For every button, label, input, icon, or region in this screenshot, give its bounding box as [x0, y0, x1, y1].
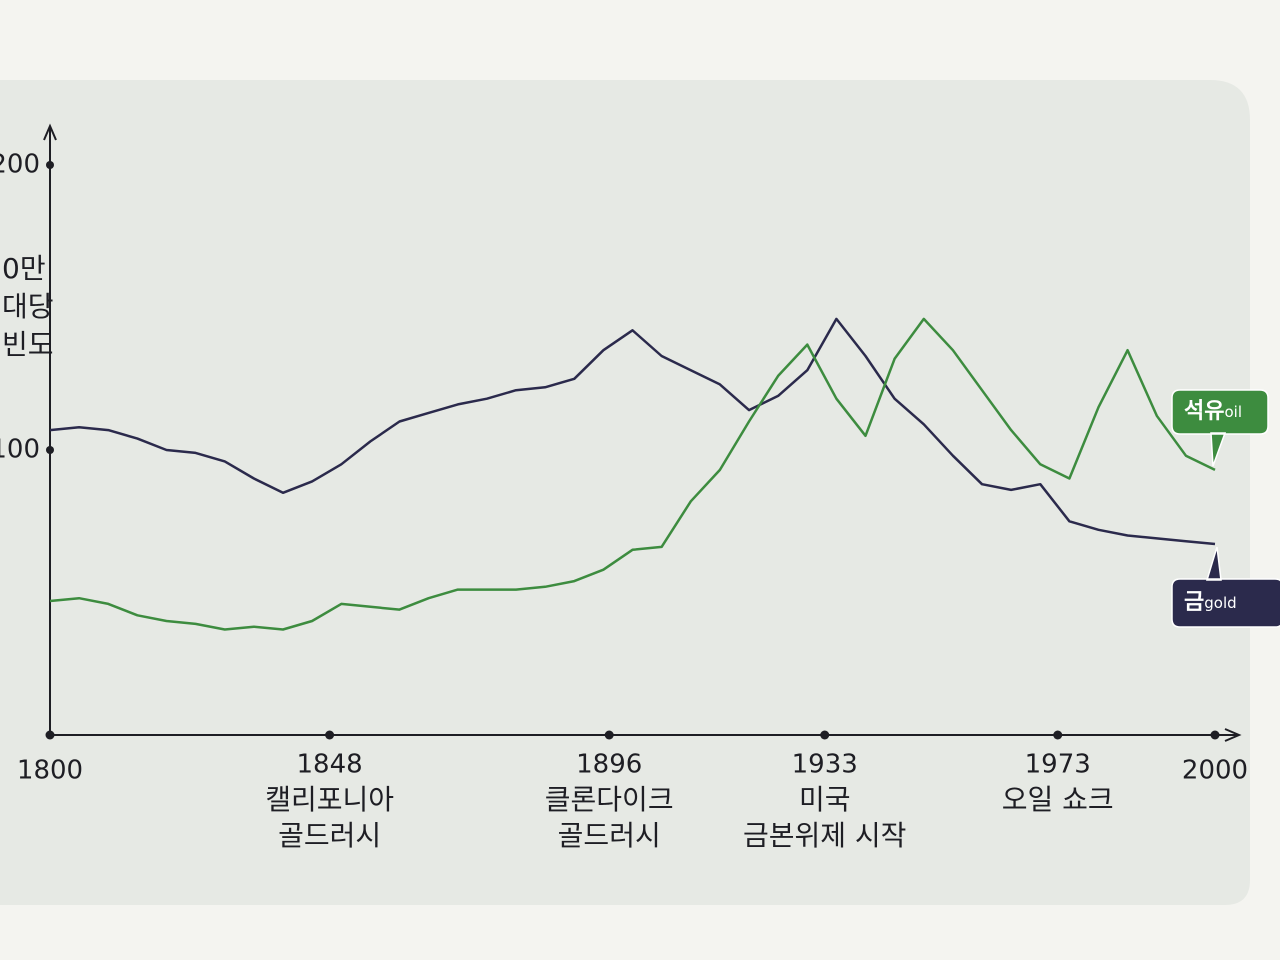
legend-name-small: gold	[1204, 594, 1236, 612]
x-tick-label: 1896	[576, 750, 642, 780]
x-tick-label: 1933	[792, 750, 858, 780]
event-label: 미국	[799, 783, 851, 816]
legend-callout	[1171, 389, 1269, 467]
y-tick	[46, 446, 54, 454]
legend-item: 금gold	[1171, 546, 1280, 628]
x-axis-arrow	[1224, 728, 1242, 742]
y-axis-arrow	[43, 123, 57, 141]
event-label: 골드러시	[278, 819, 381, 852]
x-tick-label: 1848	[297, 750, 363, 780]
legend-name: 금	[1184, 590, 1204, 615]
legend-label: 석유oil	[1184, 399, 1242, 424]
x-tick-label: 2000	[1182, 756, 1248, 786]
x-tick	[1210, 730, 1220, 740]
event-label: 클론다이크	[545, 783, 674, 816]
x-tick	[325, 730, 335, 740]
y-tick-label: 200	[0, 150, 40, 180]
legend-name: 석유	[1184, 399, 1224, 424]
y-tick-label: 100	[0, 435, 40, 465]
x-tick-label: 1973	[1025, 750, 1091, 780]
legend-callout	[1171, 546, 1280, 628]
x-tick	[604, 730, 614, 740]
series-line	[49, 317, 1216, 546]
event-label: 오일 쇼크	[1002, 783, 1114, 816]
x-tick	[820, 730, 830, 740]
legend-label: 금gold	[1184, 590, 1237, 615]
y-axis-label: 대당	[2, 290, 54, 323]
series-line	[49, 317, 1216, 631]
panel	[0, 80, 1250, 905]
legend-name-small: oil	[1224, 402, 1242, 420]
x-tick	[1053, 730, 1063, 740]
legend-item: 석유oil	[1171, 389, 1269, 467]
y-tick	[46, 161, 54, 169]
event-label: 골드러시	[558, 819, 661, 852]
event-label: 금본위제 시작	[743, 819, 906, 852]
event-label: 캘리포니아	[265, 783, 394, 816]
x-tick	[45, 730, 55, 740]
y-axis-label: 0만	[2, 252, 46, 285]
x-tick-label: 1800	[17, 756, 83, 786]
y-axis-label: 빈도	[2, 328, 54, 361]
